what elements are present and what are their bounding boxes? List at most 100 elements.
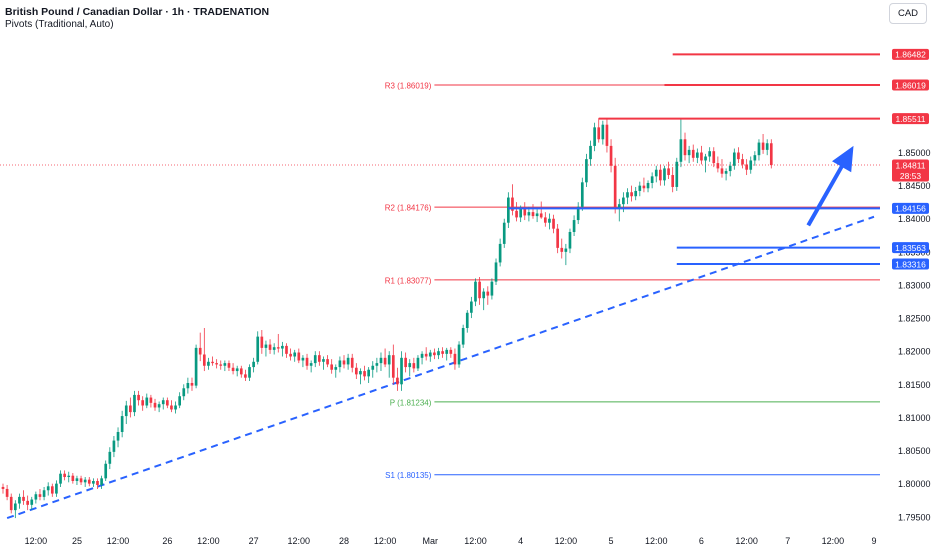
- level-tag-3-value: 1.84156: [895, 204, 926, 214]
- candle: [486, 286, 490, 305]
- candle: [687, 145, 691, 164]
- time-axis: 12:00 25 12:00 26 12:00 27 12:00 28 12:00 Mar 12:0…: [25, 536, 877, 546]
- candle-body: [387, 355, 391, 365]
- candle: [153, 398, 157, 411]
- level-tag-4[interactable]: 1.83563: [892, 242, 929, 254]
- candle: [383, 348, 387, 368]
- candle-body: [161, 400, 165, 405]
- candle: [120, 410, 124, 438]
- candle-body: [116, 431, 120, 441]
- candle: [207, 357, 210, 370]
- level-tag-4-value: 1.83563: [895, 243, 926, 253]
- candle-body: [576, 206, 580, 221]
- candle: [761, 133, 765, 154]
- candle: [560, 238, 564, 259]
- candle-body: [765, 143, 769, 150]
- level-tag-1-bg: [892, 79, 929, 91]
- candle: [313, 351, 317, 368]
- candle: [539, 201, 543, 219]
- candle-body: [120, 416, 124, 432]
- candle-body: [552, 218, 555, 229]
- candle-body: [170, 405, 173, 410]
- candle: [420, 351, 424, 365]
- level-tag-0[interactable]: 1.86482: [892, 48, 929, 60]
- candle-body: [712, 151, 716, 164]
- candle: [46, 482, 50, 496]
- candle: [580, 177, 584, 211]
- candle-body: [511, 197, 514, 211]
- level-tag-3[interactable]: 1.84156: [892, 202, 929, 214]
- candle: [548, 213, 551, 230]
- candle-body: [642, 185, 646, 189]
- candle-body: [22, 496, 25, 501]
- candle: [129, 397, 132, 418]
- candle: [654, 165, 658, 183]
- candle-body: [757, 142, 761, 156]
- candle: [71, 473, 75, 484]
- currency-button[interactable]: CAD: [889, 3, 927, 24]
- candle: [700, 145, 703, 165]
- trendline[interactable]: [6, 215, 875, 520]
- time-tick-15: 6: [699, 536, 704, 546]
- time-tick-3: 26: [162, 536, 172, 546]
- price-tick-5: 1.82500: [898, 314, 931, 324]
- candle: [186, 377, 190, 394]
- candle: [190, 377, 194, 391]
- candle: [272, 343, 276, 355]
- candle-body: [597, 127, 601, 140]
- candle: [264, 340, 268, 357]
- candle-body: [424, 353, 428, 357]
- candle: [708, 147, 711, 162]
- candle: [350, 353, 354, 373]
- candle-body: [256, 336, 260, 362]
- candle-body: [482, 291, 486, 299]
- candle: [396, 367, 399, 391]
- candle: [634, 186, 638, 201]
- candle-body: [769, 143, 773, 166]
- candle: [63, 470, 66, 481]
- symbol-title[interactable]: British Pound / Canadian Dollar · 1h · T…: [5, 6, 270, 18]
- candle: [704, 153, 707, 173]
- candle-body: [145, 397, 149, 406]
- candle-body: [691, 149, 695, 158]
- candle-body: [671, 175, 675, 187]
- candle-body: [5, 488, 9, 497]
- candle: [753, 151, 757, 166]
- candle: [211, 356, 214, 366]
- candle-body: [129, 405, 132, 413]
- candle: [50, 483, 54, 497]
- candle-body: [638, 185, 642, 191]
- candle: [387, 351, 391, 378]
- candle: [149, 394, 153, 408]
- price-tick-9: 1.80500: [898, 446, 931, 456]
- level-tag-5[interactable]: 1.83316: [892, 258, 929, 270]
- price-tick-7: 1.81500: [898, 380, 931, 390]
- candle-body: [104, 463, 108, 479]
- candle-body: [486, 291, 490, 296]
- candle: [663, 165, 666, 186]
- candle-body: [589, 145, 592, 160]
- candle: [433, 348, 436, 360]
- indicator-label[interactable]: Pivots (Traditional, Auto): [5, 19, 114, 30]
- candle: [116, 427, 120, 448]
- candle-body: [753, 155, 757, 161]
- level-tag-2[interactable]: 1.85511: [892, 113, 929, 125]
- candle: [363, 365, 366, 381]
- up-arrow-icon[interactable]: [806, 145, 854, 227]
- level-tag-1[interactable]: 1.86019: [892, 79, 929, 91]
- candle-body: [38, 494, 42, 497]
- candle-body: [391, 355, 395, 378]
- candle: [194, 344, 198, 389]
- candle-body: [519, 208, 523, 218]
- candle: [248, 364, 251, 381]
- candle-body: [301, 357, 305, 361]
- candle-body: [227, 363, 231, 368]
- candle: [428, 349, 432, 362]
- candle-body: [679, 139, 683, 162]
- candle-body: [124, 405, 128, 417]
- candle-body: [626, 192, 629, 198]
- drawn-levels: [508, 53, 880, 266]
